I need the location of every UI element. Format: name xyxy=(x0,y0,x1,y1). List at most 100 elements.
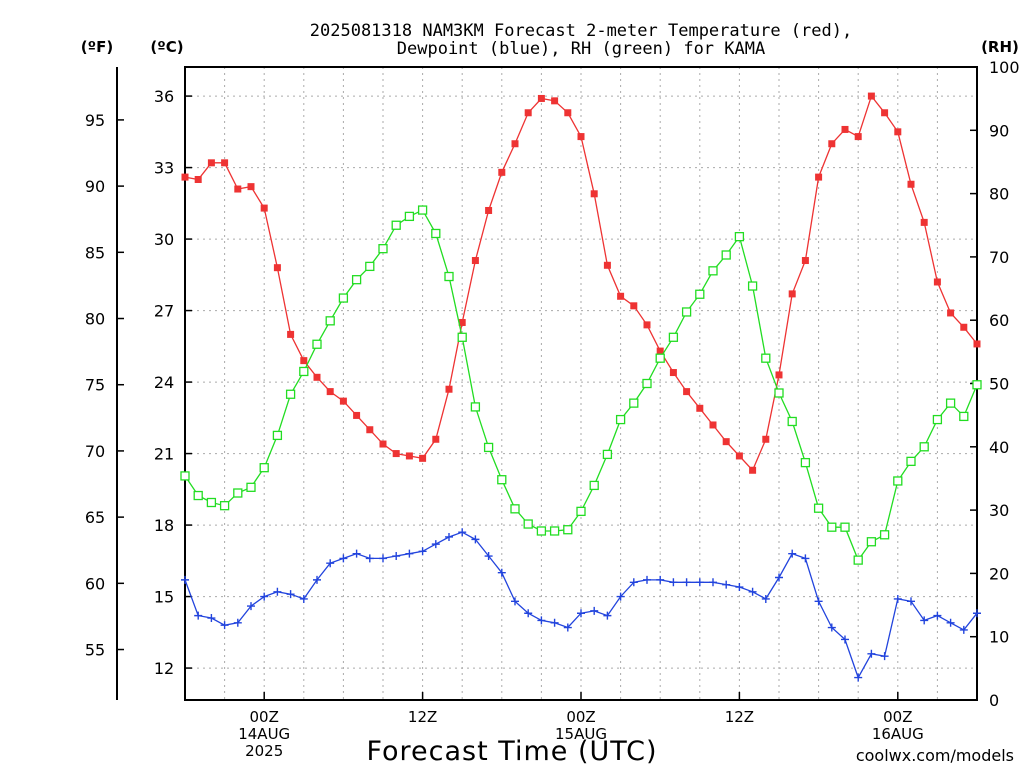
dewpoint-point xyxy=(946,618,955,627)
rh-point xyxy=(193,490,203,501)
chart-title-line-2: Dewpoint (blue), RH (green) for KAMA xyxy=(397,39,765,59)
x-tick-label: 2025 xyxy=(245,742,283,760)
temperature-point xyxy=(801,257,809,265)
fahrenheit-tick-label: 55 xyxy=(85,641,105,660)
temperature-point xyxy=(181,173,189,181)
rh-point xyxy=(563,525,573,535)
credit-text: coolwx.com/models xyxy=(856,746,1014,765)
temperature-point xyxy=(221,159,229,167)
temperature-point xyxy=(234,185,242,193)
fahrenheit-tick-label: 60 xyxy=(85,574,105,593)
dewpoint-point xyxy=(933,611,942,620)
dewpoint-point xyxy=(801,554,810,563)
x-tick-label: 15AUG xyxy=(555,725,607,743)
grid-lines xyxy=(185,67,977,700)
dewpoint-point xyxy=(484,552,493,561)
dewpoint-point xyxy=(431,540,440,549)
rh-point xyxy=(365,261,375,272)
rh-point xyxy=(536,526,547,536)
celsius-tick-label: 21 xyxy=(154,445,174,464)
temperature-point xyxy=(511,140,519,148)
x-tick-label: 16AUG xyxy=(872,725,924,743)
dewpoint-point xyxy=(854,673,863,682)
temperature-point xyxy=(445,385,453,393)
celsius-unit-label: (ºC) xyxy=(150,38,183,56)
rh-tick-label: 40 xyxy=(989,438,1009,457)
temperature-point xyxy=(907,180,915,188)
dewpoint-point xyxy=(656,575,665,584)
temperature-point xyxy=(313,373,321,381)
dewpoint-point xyxy=(392,552,401,561)
dewpoint-point xyxy=(616,592,625,601)
rh-point xyxy=(325,316,335,326)
dewpoint-point xyxy=(524,609,533,618)
plot-frame xyxy=(184,66,978,701)
temperature-point xyxy=(551,97,559,105)
temperature-point xyxy=(960,323,968,331)
dewpoint-point xyxy=(880,652,889,661)
temperature-point xyxy=(300,357,308,365)
dewpoint-point xyxy=(748,587,757,596)
rh-point xyxy=(853,555,863,565)
rh-tick-label: 20 xyxy=(989,564,1009,583)
dewpoint-point xyxy=(471,535,480,544)
fahrenheit-tick-label: 90 xyxy=(85,177,105,196)
dewpoint-point xyxy=(841,635,849,644)
dewpoint-point xyxy=(326,559,335,568)
dewpoint-point xyxy=(643,575,651,584)
rh-point xyxy=(629,398,639,408)
rh-point xyxy=(642,378,652,389)
fahrenheit-tick-label: 70 xyxy=(85,442,105,461)
rh-point xyxy=(602,449,613,460)
dewpoint-point xyxy=(629,578,638,587)
rh-point xyxy=(483,442,494,453)
temperature-point xyxy=(471,257,479,265)
rh-point xyxy=(681,307,692,317)
temperature-point xyxy=(735,452,743,460)
temperature-point xyxy=(709,421,717,429)
dewpoint-point xyxy=(590,606,599,615)
celsius-tick-label: 12 xyxy=(154,659,174,678)
temperature-point xyxy=(287,330,295,338)
tick-labels: 12 15 18 21 24 27 30 33 36 55 60 65 70 75 80 85 90 95 0 10 2… xyxy=(85,58,1020,760)
dewpoint-point xyxy=(973,609,981,618)
rh-point xyxy=(787,416,797,427)
dewpoint-point xyxy=(775,573,783,582)
dewpoint-point xyxy=(339,554,348,563)
temperature-point xyxy=(366,426,374,434)
temperature-point xyxy=(722,438,730,446)
fahrenheit-tick-label: 95 xyxy=(85,111,105,130)
temperature-point xyxy=(920,218,928,226)
rh-tick-label: 10 xyxy=(989,628,1009,647)
temperature-point xyxy=(207,159,215,167)
chart-title-line-1: 2025081318 NAM3KM Forecast 2-meter Tempe… xyxy=(310,21,852,41)
rh-point xyxy=(549,526,560,536)
dewpoint-point xyxy=(867,649,876,658)
x-tick-label: 14AUG xyxy=(238,725,290,743)
temperature-point xyxy=(775,371,783,379)
temperature-point xyxy=(841,125,849,133)
rh-tick-label: 60 xyxy=(989,311,1009,330)
fahrenheit-tick-label: 75 xyxy=(85,376,105,395)
dewpoint-point xyxy=(682,578,691,587)
dewpoint-point xyxy=(220,621,229,630)
dewpoint-point xyxy=(458,528,467,537)
rh-point xyxy=(272,430,283,441)
dewpoint-point xyxy=(511,597,519,606)
celsius-tick-label: 33 xyxy=(154,159,174,178)
dewpoint-point xyxy=(814,597,823,606)
rh-point xyxy=(431,228,441,239)
rh-point xyxy=(312,339,322,349)
rh-point xyxy=(206,497,217,508)
dewpoint-point xyxy=(405,549,414,558)
rh-point xyxy=(721,250,731,260)
fahrenheit-tick-label: 80 xyxy=(85,310,105,329)
celsius-tick-label: 30 xyxy=(154,230,174,249)
dewpoint-point xyxy=(893,594,902,603)
rh-point xyxy=(576,506,586,517)
temperature-point xyxy=(603,261,611,269)
celsius-tick-label: 15 xyxy=(154,588,174,607)
temperature-point xyxy=(894,128,902,136)
dewpoint-point xyxy=(761,594,770,603)
temperature-point xyxy=(749,466,757,474)
